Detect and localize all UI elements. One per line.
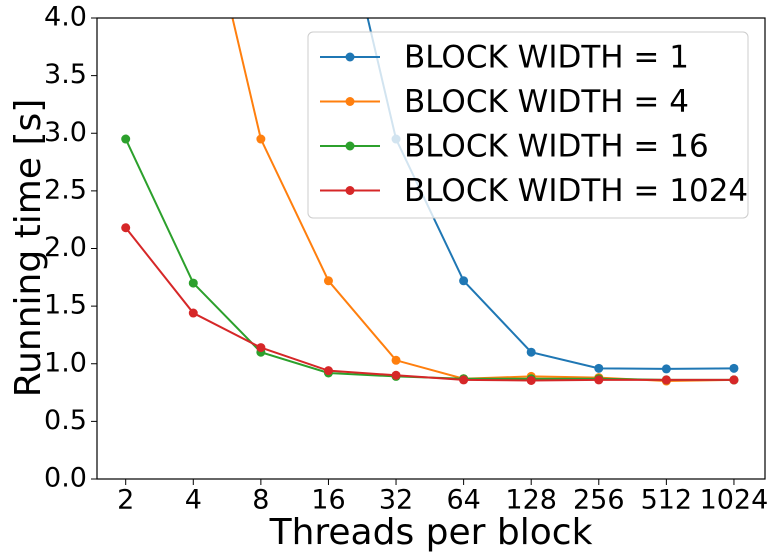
- data-point: [661, 375, 671, 385]
- y-tick-label: 4.0: [44, 2, 87, 33]
- data-point: [391, 355, 401, 365]
- y-tick-label: 0.0: [44, 463, 87, 494]
- y-axis-label: Running time [s]: [8, 99, 49, 398]
- legend-box: [307, 31, 749, 219]
- x-tick-label: 1024: [700, 485, 769, 516]
- x-tick-label: 64: [446, 485, 480, 516]
- x-tick-label: 512: [641, 485, 693, 516]
- x-tick-label: 32: [379, 485, 413, 516]
- x-tick-label: 8: [252, 485, 269, 516]
- y-tick-label: 3.0: [44, 117, 87, 148]
- data-point: [256, 134, 266, 144]
- data-point: [323, 276, 333, 286]
- plot-lines: [121, 18, 739, 386]
- legend-label: BLOCK WIDTH = 16: [404, 129, 709, 165]
- legend-label: BLOCK WIDTH = 1: [404, 40, 689, 76]
- data-point: [594, 375, 604, 385]
- data-point: [256, 343, 266, 353]
- data-point: [729, 375, 739, 385]
- legend-marker: [345, 97, 355, 106]
- x-tick-label: 2: [117, 485, 134, 516]
- data-point: [594, 363, 604, 373]
- data-point: [661, 364, 671, 374]
- data-point: [526, 347, 536, 357]
- series-line: [124, 227, 734, 382]
- y-tick-label: 0.5: [44, 405, 87, 436]
- legend-marker: [345, 52, 355, 62]
- x-axis-label: Threads per block: [269, 512, 593, 553]
- y-tick-label: 1.5: [44, 290, 87, 321]
- x-tick-label: 128: [505, 485, 557, 516]
- data-point: [459, 276, 469, 286]
- x-tick-label: 16: [311, 485, 345, 516]
- data-point: [188, 278, 198, 288]
- legend-marker: [345, 141, 355, 151]
- y-tick-label: 2.5: [44, 174, 87, 205]
- y-tick-label: 1.0: [44, 347, 87, 378]
- legend-label: BLOCK WIDTH = 4: [404, 84, 689, 120]
- data-point: [391, 370, 401, 380]
- data-point: [323, 366, 333, 376]
- data-point: [121, 134, 131, 144]
- x-tick-label: 256: [573, 485, 625, 516]
- y-tick-label: 2.0: [44, 232, 87, 263]
- data-point: [729, 363, 739, 373]
- x-tick-label: 4: [185, 485, 202, 516]
- y-tick-label: 3.5: [44, 59, 87, 90]
- data-point: [121, 223, 131, 233]
- data-point: [459, 375, 469, 385]
- data-point: [188, 308, 198, 318]
- legend-label: BLOCK WIDTH = 1024: [404, 173, 748, 209]
- legend-marker: [345, 186, 355, 195]
- data-point: [526, 375, 536, 385]
